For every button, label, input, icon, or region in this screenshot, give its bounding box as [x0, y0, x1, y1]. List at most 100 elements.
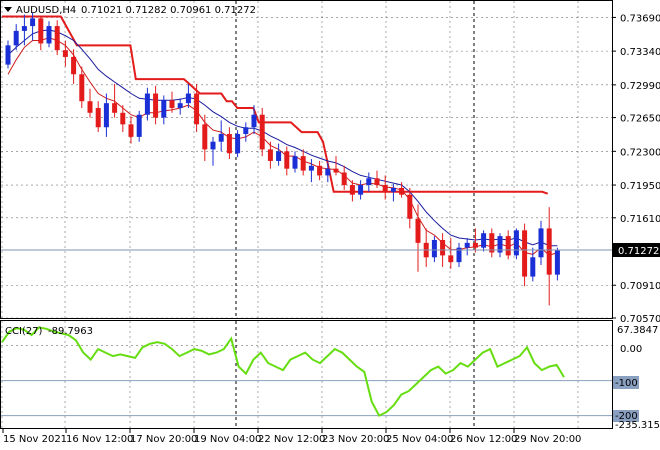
- candle-body: [128, 124, 134, 137]
- candle-body: [95, 107, 101, 128]
- candle-body: [87, 101, 93, 113]
- candle-body: [103, 103, 109, 128]
- candle-body: [243, 127, 249, 134]
- ohlc-readout: 0.71021 0.71282 0.70961 0.71272: [81, 5, 256, 16]
- candle-body: [153, 93, 159, 118]
- candle-body: [530, 257, 536, 277]
- time-tick-label: 23 Nov 20:00: [322, 434, 389, 445]
- price-tick-label: 0.71610: [620, 214, 660, 225]
- candle-body: [358, 185, 364, 195]
- cci-level-100-tag: [613, 376, 639, 389]
- candle-body: [38, 18, 44, 44]
- candle-body: [522, 230, 528, 277]
- time-tick-label: 19 Nov 04:00: [194, 434, 261, 445]
- candle-body: [120, 112, 126, 125]
- cci-line-layer: [1, 326, 565, 417]
- candle-body: [21, 26, 27, 31]
- time-tick-label: 15 Nov 2021: [3, 434, 67, 445]
- cci-grid: [1, 321, 612, 428]
- candle-body: [333, 168, 339, 173]
- candle-body: [251, 114, 257, 128]
- cci-level-200-tag: [613, 410, 639, 422]
- price-tick-label: 0.72300: [620, 147, 660, 158]
- main-pane-frame: [0, 0, 613, 319]
- candle-body: [226, 133, 232, 154]
- candle-body: [390, 187, 396, 192]
- candle-body: [374, 178, 380, 186]
- candle-body: [308, 165, 314, 171]
- moving-average-layer: [7, 29, 558, 256]
- candle-body: [292, 156, 298, 169]
- candle-body: [71, 56, 77, 75]
- candle-body: [210, 141, 216, 150]
- candle-body: [46, 26, 52, 44]
- candle-body: [161, 100, 167, 118]
- candle-body: [202, 124, 208, 150]
- main-grid: [1, 1, 612, 319]
- cci-axis-top: 67.3847: [617, 325, 658, 336]
- candle-body: [317, 165, 323, 176]
- candle-body: [513, 230, 519, 256]
- stop-line: [2, 15, 549, 195]
- price-tick-label: 0.72650: [620, 114, 660, 125]
- candle-body: [169, 100, 175, 108]
- current-price-tag: [613, 243, 660, 257]
- price-tick-label: 0.73690: [620, 13, 660, 24]
- candle-body: [276, 151, 282, 161]
- candle-body: [136, 114, 142, 137]
- candle-body: [505, 236, 511, 256]
- candle-body: [407, 194, 413, 219]
- indicator-name: CCI(27): [5, 326, 43, 337]
- time-tick-label: 17 Nov 20:00: [130, 434, 197, 445]
- cci-axis-m100: -100: [615, 378, 638, 389]
- indicator-pane-frame: [0, 320, 613, 429]
- indicator-value: -89.7963: [48, 326, 93, 337]
- candle-body: [62, 50, 68, 57]
- price-axis: 0.73690 0.73340 0.72990 0.72650 0.72300 0.719…: [612, 13, 660, 325]
- price-tick-label: 0.73340: [620, 47, 660, 58]
- candle-body: [259, 114, 265, 150]
- stop-line-layer: [2, 15, 549, 195]
- candle-body: [267, 149, 273, 161]
- candle-body: [366, 178, 372, 186]
- candle-body: [456, 247, 462, 263]
- candle-body: [79, 74, 85, 102]
- ma-slow-line: [7, 29, 558, 247]
- candle-body: [144, 93, 150, 115]
- candle-body: [284, 151, 290, 169]
- price-tick-label: 0.71950: [620, 181, 660, 192]
- price-tick-label: 0.70570: [620, 314, 660, 325]
- candle-body: [399, 187, 405, 195]
- candle-body: [5, 45, 11, 65]
- candle-body: [497, 236, 503, 253]
- candles-layer: [5, 12, 560, 306]
- triangle-down-icon[interactable]: [4, 7, 12, 12]
- candle-body: [235, 133, 241, 154]
- candle-body: [54, 26, 60, 51]
- cci-axis-m200: -200: [615, 411, 638, 422]
- candle-body: [300, 156, 306, 171]
- candle-body: [472, 242, 478, 248]
- candle-body: [538, 228, 544, 258]
- cci-axis-bottom: -235.315: [615, 420, 660, 431]
- candle-body: [448, 255, 454, 263]
- candle-body: [325, 168, 331, 176]
- candle-body: [349, 185, 355, 195]
- candle-body: [481, 233, 487, 248]
- cci-line: [1, 326, 565, 417]
- time-tick-label: 26 Nov 12:00: [450, 434, 517, 445]
- candle-body: [112, 103, 118, 113]
- cci-axis-zero: 0.00: [620, 344, 642, 355]
- candle-body: [30, 18, 36, 27]
- current-price-label: 0.71272: [618, 246, 659, 257]
- candle-body: [489, 233, 495, 253]
- price-tick-label: 0.72990: [620, 81, 660, 92]
- candle-body: [431, 239, 437, 258]
- symbol-label: AUDUSD,H4: [16, 5, 76, 16]
- candle-body: [546, 228, 552, 275]
- ma-fast-line: [7, 37, 558, 256]
- candle-body: [185, 93, 191, 104]
- time-tick-label: 22 Nov 12:00: [258, 434, 325, 445]
